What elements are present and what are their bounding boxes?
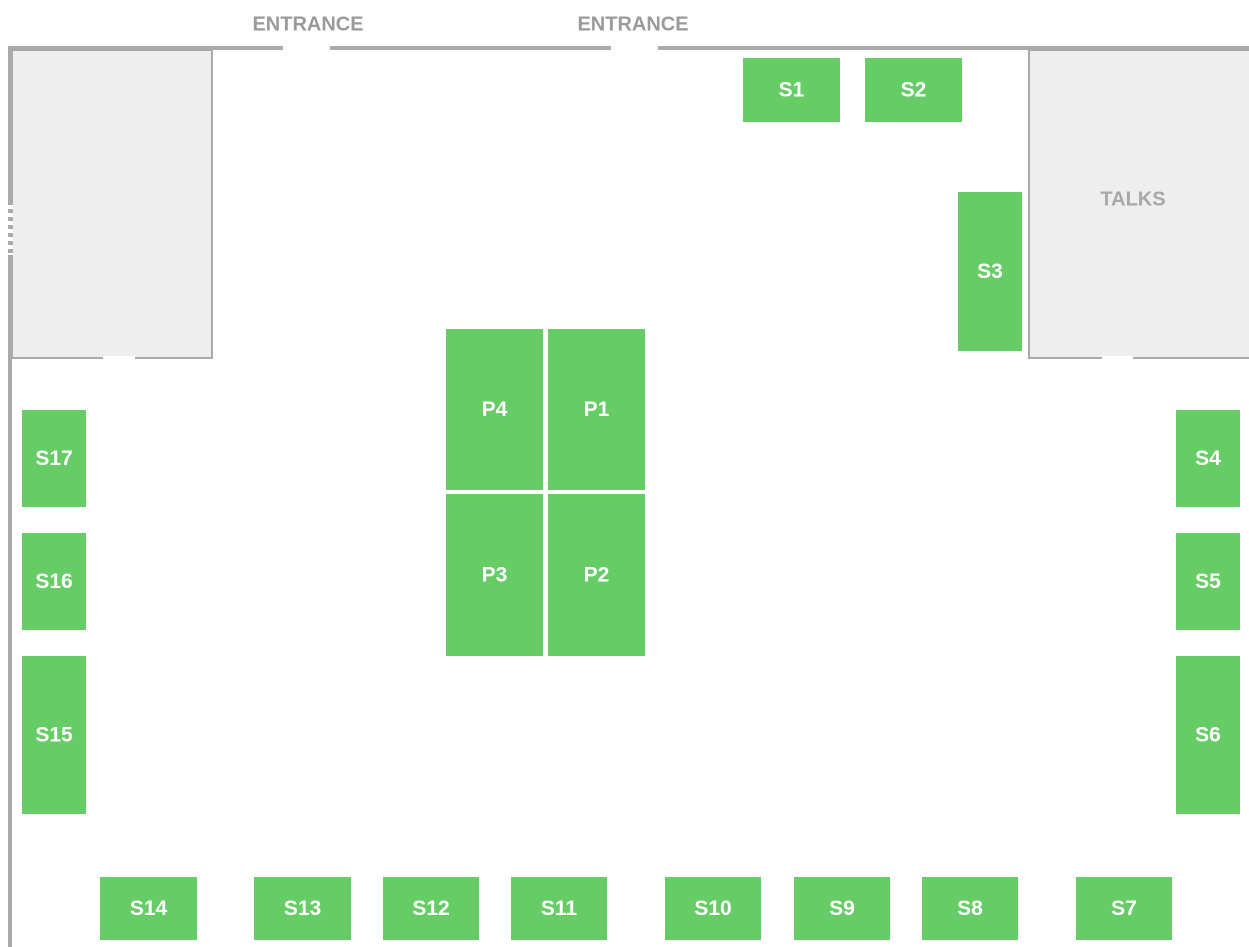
booth[interactable] [100,877,197,940]
booth[interactable] [383,877,479,940]
booth[interactable] [1176,533,1240,630]
booth[interactable] [22,656,86,814]
wall [8,46,283,947]
booth[interactable] [22,410,86,507]
room-label: TALKS [1100,188,1165,210]
talks-room [1028,49,1249,359]
booth[interactable] [1076,877,1172,940]
booth[interactable] [665,877,761,940]
booth[interactable] [548,494,645,656]
side-room [11,49,213,359]
booth[interactable] [794,877,890,940]
booth[interactable] [1176,656,1240,814]
entrance-label: ENTRANCE [577,13,688,35]
booth[interactable] [254,877,351,940]
booth[interactable] [922,877,1018,940]
entrance-label: ENTRANCE [252,13,363,35]
booth[interactable] [446,494,543,656]
booth[interactable] [1176,410,1240,507]
booth[interactable] [511,877,607,940]
booth[interactable] [22,533,86,630]
booth[interactable] [548,329,645,490]
booth[interactable] [446,329,543,490]
booth[interactable] [865,58,962,122]
booth[interactable] [743,58,840,122]
booth[interactable] [958,192,1022,351]
